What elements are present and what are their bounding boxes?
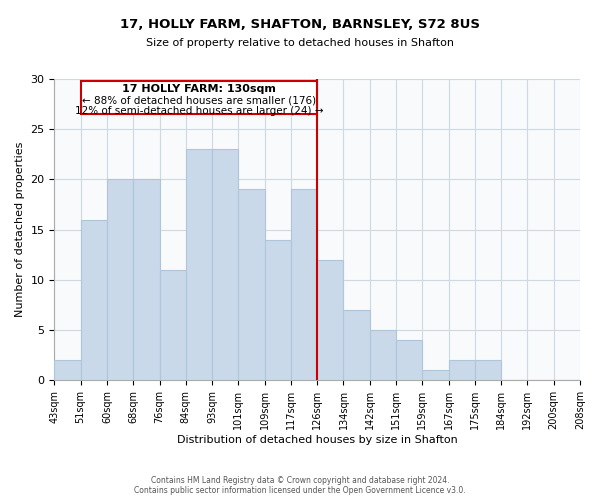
Text: ← 88% of detached houses are smaller (176): ← 88% of detached houses are smaller (17…	[82, 96, 316, 106]
Bar	[343, 310, 370, 380]
Bar	[212, 150, 238, 380]
X-axis label: Distribution of detached houses by size in Shafton: Distribution of detached houses by size …	[177, 435, 458, 445]
Text: Contains HM Land Registry data © Crown copyright and database right 2024.
Contai: Contains HM Land Registry data © Crown c…	[134, 476, 466, 495]
Bar	[291, 190, 317, 380]
Bar	[317, 260, 343, 380]
Bar	[422, 370, 449, 380]
Text: 12% of semi-detached houses are larger (24) →: 12% of semi-detached houses are larger (…	[74, 106, 323, 117]
Bar	[265, 240, 291, 380]
Bar	[370, 330, 396, 380]
Bar	[475, 360, 501, 380]
Text: Size of property relative to detached houses in Shafton: Size of property relative to detached ho…	[146, 38, 454, 48]
Text: 17, HOLLY FARM, SHAFTON, BARNSLEY, S72 8US: 17, HOLLY FARM, SHAFTON, BARNSLEY, S72 8…	[120, 18, 480, 30]
Y-axis label: Number of detached properties: Number of detached properties	[15, 142, 25, 318]
Bar	[396, 340, 422, 380]
Bar	[80, 220, 107, 380]
Bar	[55, 360, 80, 380]
Bar	[238, 190, 265, 380]
Text: 17 HOLLY FARM: 130sqm: 17 HOLLY FARM: 130sqm	[122, 84, 276, 94]
Bar	[133, 180, 160, 380]
FancyBboxPatch shape	[80, 81, 317, 114]
Bar	[449, 360, 475, 380]
Bar	[107, 180, 133, 380]
Bar	[186, 150, 212, 380]
Bar	[160, 270, 186, 380]
